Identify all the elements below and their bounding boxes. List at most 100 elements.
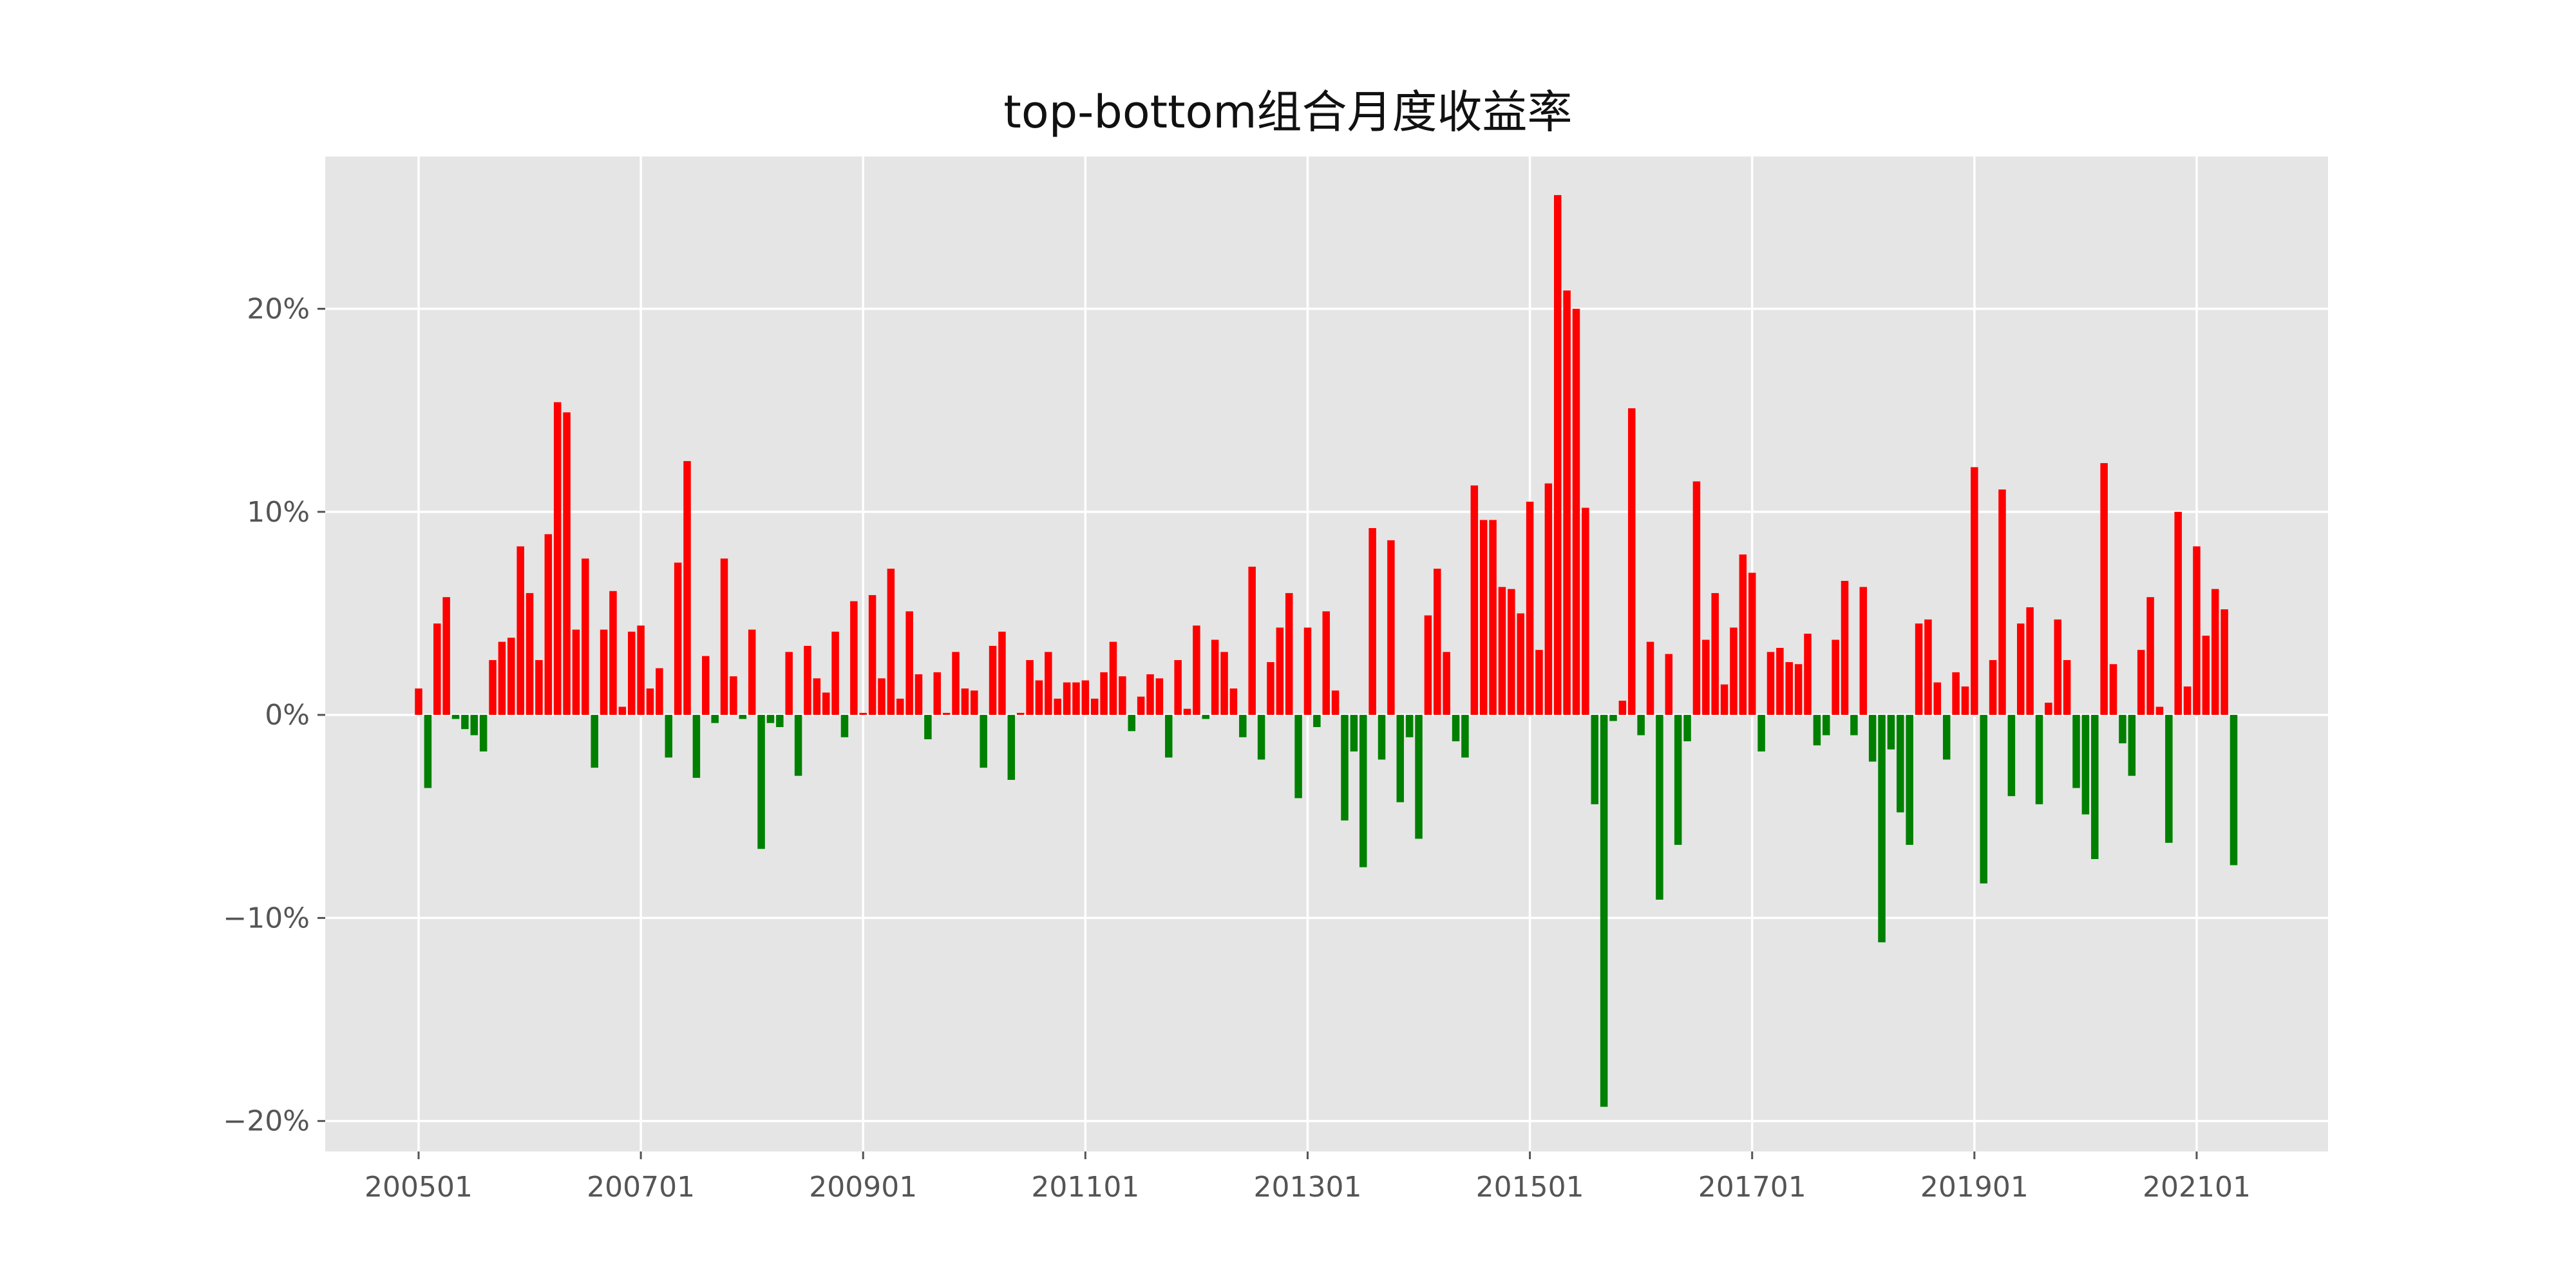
bar <box>646 688 654 715</box>
bar <box>683 460 691 715</box>
bar <box>2193 546 2201 715</box>
bar <box>2137 650 2145 715</box>
bar <box>914 674 923 715</box>
bar <box>2026 607 2034 715</box>
bar <box>609 591 617 715</box>
bar <box>2045 703 2052 715</box>
bar <box>1183 708 1191 715</box>
bar <box>489 659 497 715</box>
bar <box>1137 696 1145 715</box>
bar <box>674 562 682 715</box>
bar <box>757 715 765 849</box>
bar <box>887 569 895 715</box>
bars <box>415 194 2238 1107</box>
bar <box>1591 715 1599 804</box>
bar <box>1526 502 1534 715</box>
bar <box>1202 715 1210 719</box>
bar <box>739 715 747 719</box>
bar <box>942 712 951 715</box>
y-axis-ticks: 20% 10% 0% −10% −20% <box>223 292 325 1138</box>
bar <box>535 659 543 715</box>
bar <box>1535 650 1543 715</box>
bar <box>868 595 876 715</box>
bar <box>1498 587 1506 715</box>
x-tick-label: 201101 <box>1031 1171 1139 1204</box>
bar <box>1887 715 1895 750</box>
bar <box>1368 528 1376 715</box>
bar <box>1285 592 1293 715</box>
bar <box>442 597 450 715</box>
bar <box>1757 715 1765 752</box>
bar <box>2202 636 2210 715</box>
bar <box>1785 662 1793 715</box>
bar <box>1720 684 1728 715</box>
y-tick-label: 20% <box>247 292 310 325</box>
x-tick-label: 201501 <box>1476 1171 1584 1204</box>
bar <box>424 715 432 788</box>
bar <box>433 623 441 715</box>
bar <box>2146 597 2154 715</box>
bar <box>1553 194 1562 715</box>
bar <box>1341 715 1349 821</box>
bar <box>1470 485 1479 715</box>
bar <box>1165 715 1173 758</box>
bar <box>1174 659 1182 715</box>
bar <box>2183 686 2192 715</box>
bar <box>1119 676 1126 715</box>
bar <box>1517 613 1524 715</box>
bar <box>1572 308 1580 715</box>
bar <box>1211 639 1219 715</box>
bar <box>1405 715 1414 737</box>
bar <box>1646 641 1654 715</box>
bar <box>665 715 673 758</box>
bar <box>905 611 913 715</box>
bar <box>451 715 460 719</box>
bar <box>1461 715 1469 758</box>
bar <box>1563 290 1571 715</box>
x-tick-label: 201901 <box>1920 1171 2029 1204</box>
bar <box>1054 698 1061 715</box>
bar <box>415 688 422 715</box>
bar <box>1313 715 1321 728</box>
bar <box>1739 554 1747 715</box>
bar <box>1026 659 1034 715</box>
bar <box>2128 715 2136 776</box>
bar <box>1794 664 1803 715</box>
bar <box>1980 715 1987 884</box>
bar <box>516 546 524 715</box>
bar <box>1841 580 1849 715</box>
y-tick-label: −10% <box>223 902 310 934</box>
bar <box>1294 715 1302 799</box>
bar <box>840 715 849 737</box>
bar <box>776 715 784 728</box>
bar <box>1155 678 1164 715</box>
bar <box>2221 609 2228 715</box>
bar <box>1544 483 1553 715</box>
bar <box>720 558 728 715</box>
bar <box>1387 540 1395 715</box>
bar <box>971 690 978 715</box>
bar <box>461 715 469 730</box>
bar <box>1897 715 1904 813</box>
bar <box>600 629 608 715</box>
bar <box>952 652 960 715</box>
bar <box>961 688 969 715</box>
bar <box>1813 715 1821 746</box>
bar <box>711 715 719 723</box>
bar <box>479 715 488 752</box>
bar <box>1146 674 1154 715</box>
bar <box>1609 715 1617 721</box>
bar <box>730 676 737 715</box>
bar <box>553 402 562 715</box>
bar <box>1303 627 1312 715</box>
x-axis-ticks: 200501 200701 200901 201101 201301 201501 2017… <box>365 1151 2251 1204</box>
bar <box>470 715 478 735</box>
bar <box>2035 715 2043 804</box>
bar <box>2174 511 2182 715</box>
bar <box>1665 654 1673 715</box>
bar <box>1878 715 1886 943</box>
bar <box>1248 566 1256 715</box>
bar <box>2016 623 2025 715</box>
x-tick-label: 200901 <box>809 1171 917 1204</box>
